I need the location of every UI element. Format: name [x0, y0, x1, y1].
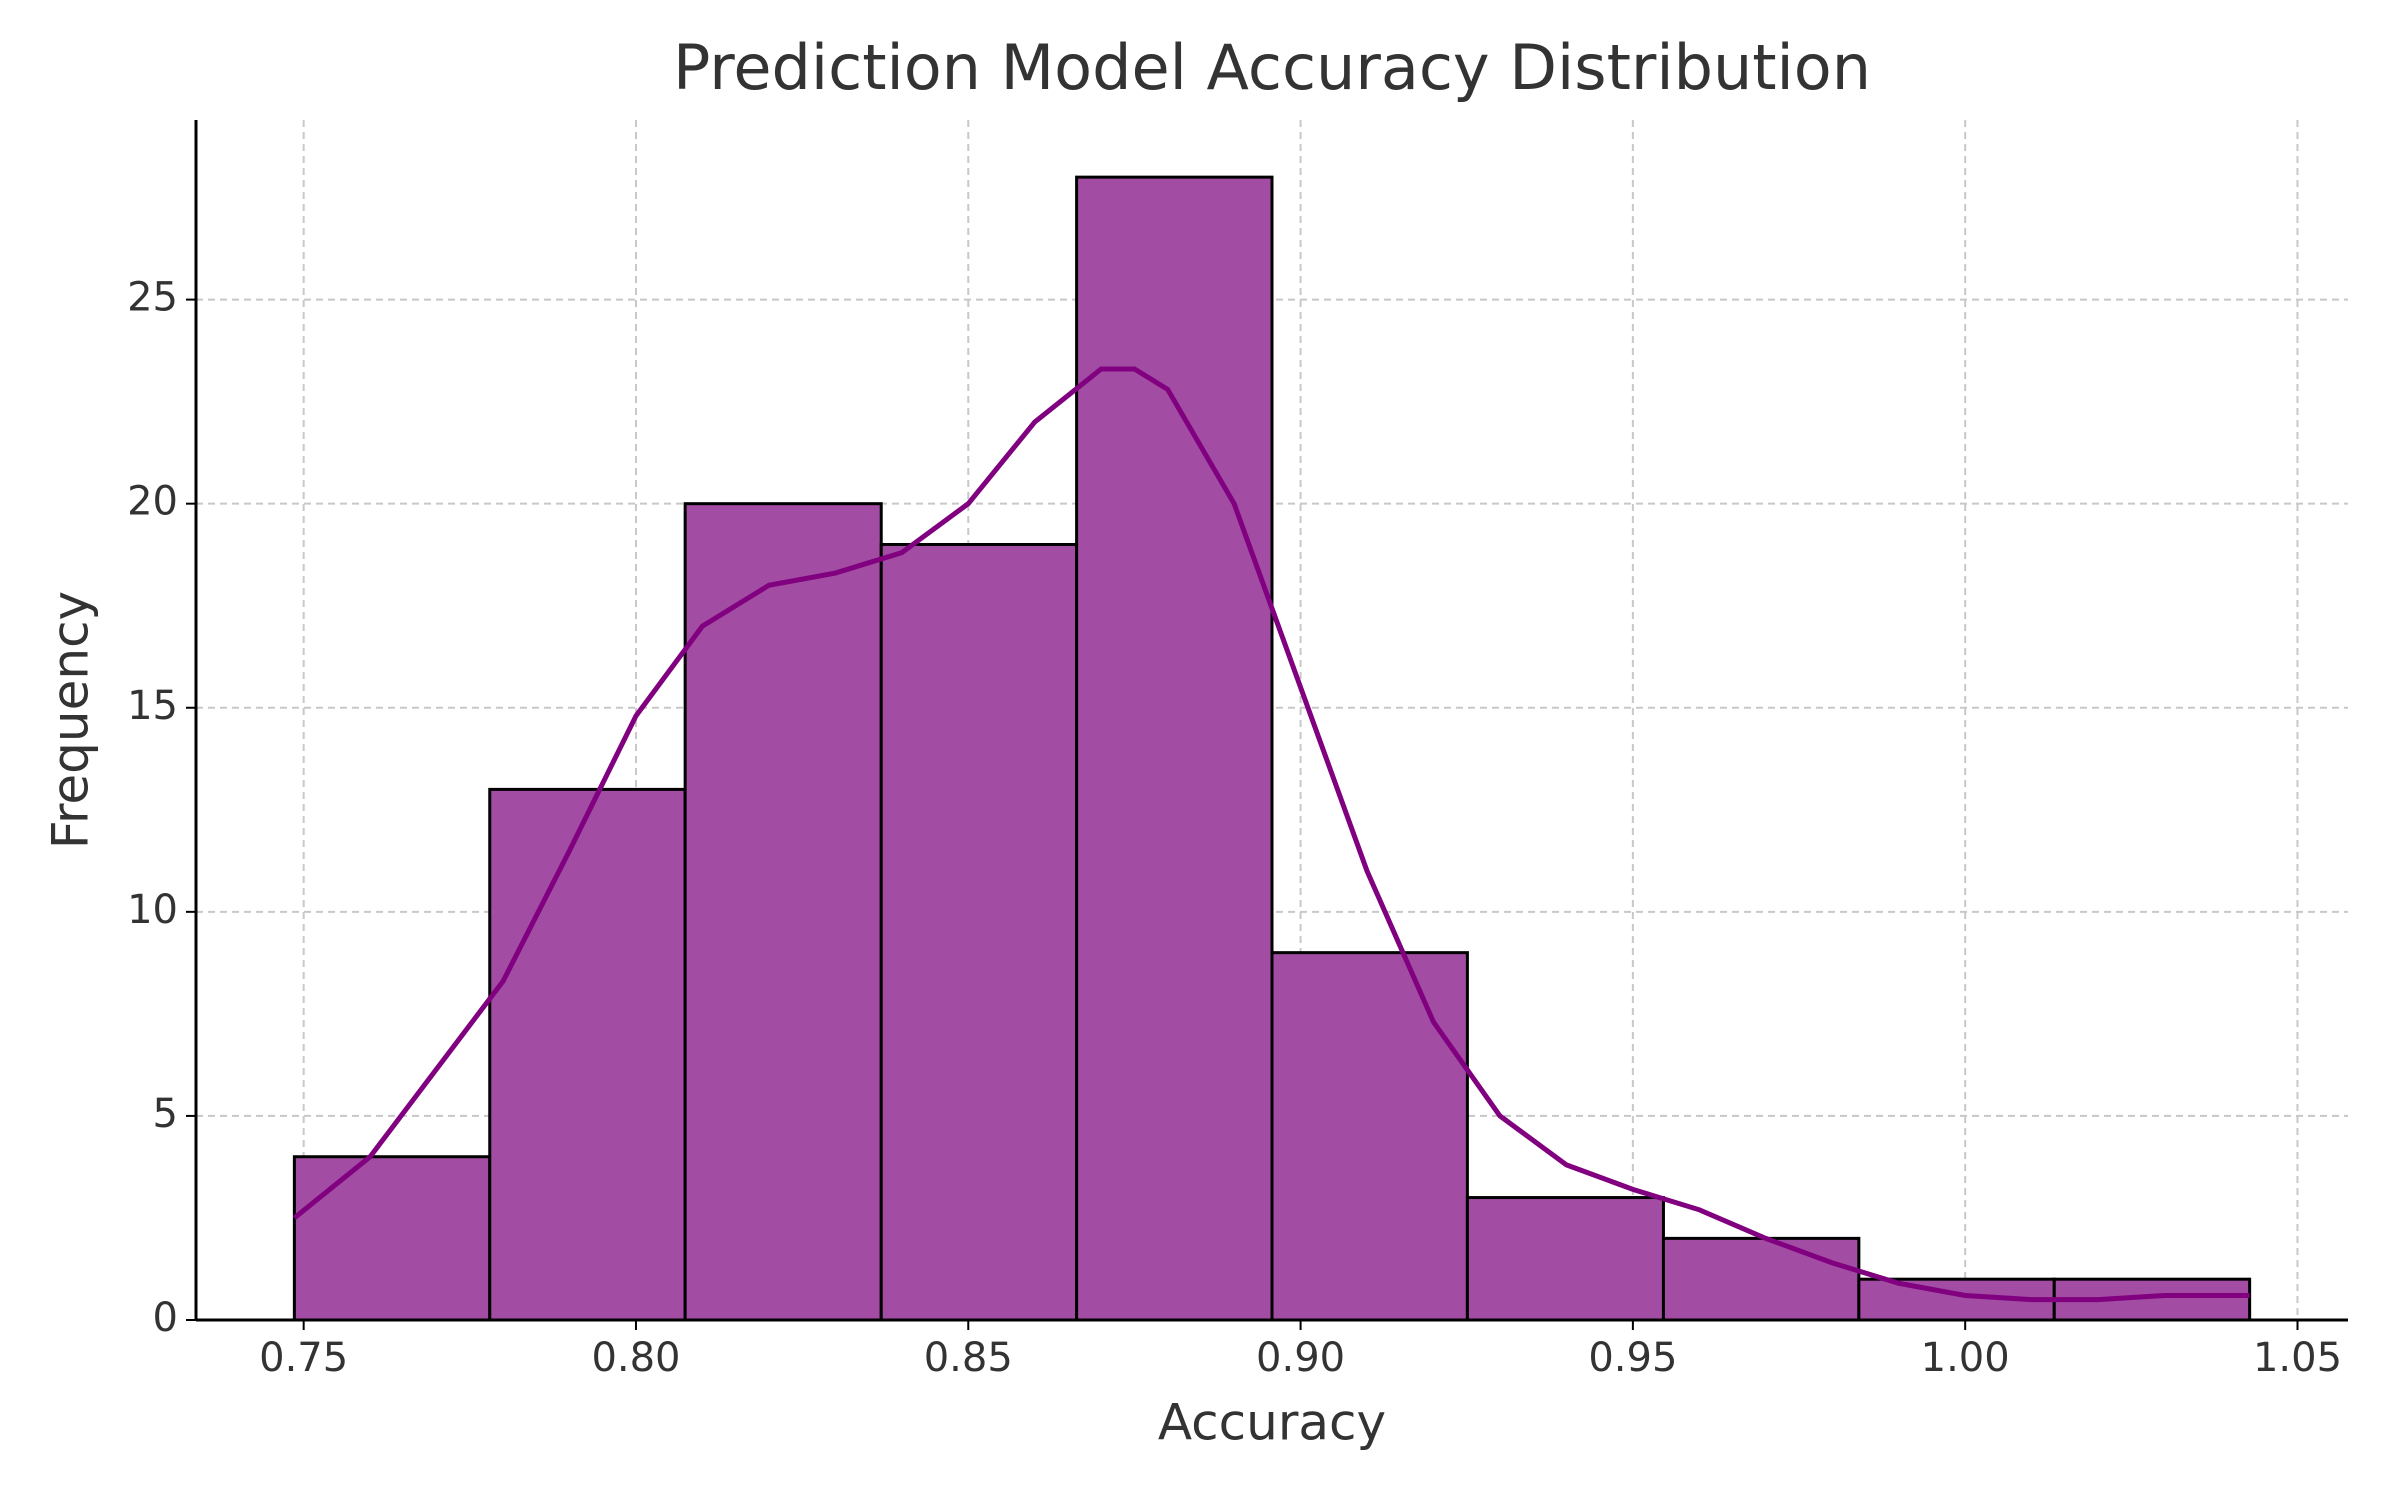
x-axis-label: Accuracy [1158, 1394, 1386, 1452]
y-tick-label: 10 [127, 887, 178, 933]
bar [683, 502, 883, 1322]
chart-title: Prediction Model Accuracy Distribution [673, 31, 1871, 104]
x-tick-label: 0.85 [924, 1335, 1013, 1381]
bar [1661, 1236, 1861, 1322]
bar [1465, 1196, 1665, 1322]
bar [292, 1155, 492, 1322]
bar [1075, 175, 1274, 1322]
bar [1270, 951, 1469, 1322]
y-tick-label: 25 [127, 275, 178, 321]
x-tick-label: 0.75 [259, 1335, 348, 1381]
y-axis-label: Frequency [42, 591, 100, 849]
kde-curve [292, 366, 2250, 1303]
x-tick-label: 1.00 [1921, 1335, 2010, 1381]
y-tick-label: 15 [127, 683, 178, 729]
y-tick-label: 5 [153, 1091, 178, 1137]
y-tick-label: 20 [127, 479, 178, 525]
y-tick-label: 0 [153, 1295, 178, 1341]
x-tick-label: 1.05 [2253, 1335, 2342, 1381]
x-tick-label: 0.95 [1588, 1335, 1677, 1381]
bar [879, 542, 1079, 1322]
x-tick-label: 0.80 [591, 1335, 680, 1381]
x-tick-label: 0.90 [1256, 1335, 1345, 1381]
bar [488, 787, 687, 1322]
